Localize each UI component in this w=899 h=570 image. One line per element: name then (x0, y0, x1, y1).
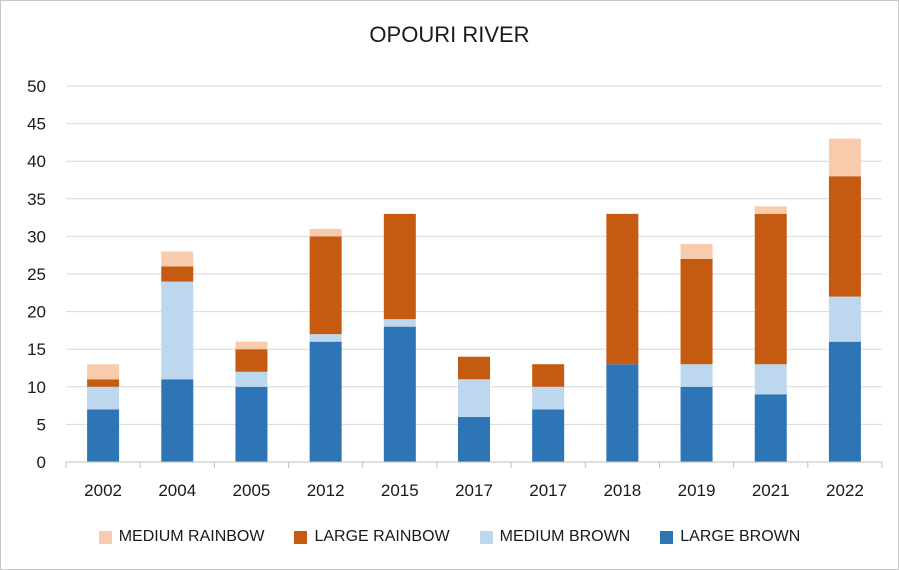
bar-segment-large-brown (532, 409, 565, 462)
bar-segment-medium-brown (828, 296, 861, 342)
x-tick-label: 2015 (381, 481, 419, 500)
y-tick-label: 5 (37, 415, 46, 434)
bar-segment-large-rainbow (235, 349, 268, 372)
bar-segment-medium-rainbow (87, 364, 120, 380)
bar-segment-large-rainbow (828, 176, 861, 297)
bar-segment-medium-brown (383, 319, 416, 327)
x-tick-label: 2018 (603, 481, 641, 500)
chart-legend: MEDIUM RAINBOW LARGE RAINBOW MEDIUM BROWN L… (0, 528, 899, 546)
legend-label: LARGE BROWN (680, 528, 801, 545)
y-tick-label: 10 (27, 378, 46, 397)
bar-segment-medium-brown (87, 386, 120, 410)
bar-segment-large-rainbow (754, 213, 787, 365)
bar-segment-medium-rainbow (680, 243, 713, 259)
bar-segment-medium-brown (458, 379, 490, 417)
y-tick-label: 20 (27, 303, 46, 322)
x-tick-label: 2004 (158, 481, 196, 500)
y-tick-label: 15 (27, 340, 46, 359)
y-axis-ticks: 0 5 10 15 20 25 30 35 40 45 50 (27, 77, 46, 472)
x-tick-label: 2021 (752, 481, 790, 500)
legend-item: LARGE BROWN (660, 528, 800, 546)
y-tick-label: 30 (27, 227, 46, 246)
bar-segment-large-brown (161, 379, 194, 462)
bars (87, 138, 861, 462)
bar-segment-medium-rainbow (161, 251, 194, 267)
x-axis-ticks: 2002 2004 2005 2012 2015 2017 2017 2018 2019 2021… (65, 462, 883, 500)
y-tick-label: 50 (27, 77, 46, 96)
bar-segment-medium-brown (161, 281, 194, 380)
legend-item: MEDIUM RAINBOW (98, 528, 265, 546)
y-tick-label: 45 (27, 115, 46, 134)
x-tick-label: 2017 (455, 481, 493, 500)
legend-item: LARGE RAINBOW (294, 528, 450, 546)
x-tick-label: 2002 (84, 481, 122, 500)
bar-segment-large-brown (87, 409, 120, 462)
legend-swatch (294, 530, 308, 544)
x-tick-label: 2019 (678, 481, 716, 500)
legend-label: LARGE RAINBOW (314, 528, 450, 545)
legend-item: MEDIUM BROWN (479, 528, 631, 546)
x-tick-label: 2017 (529, 481, 567, 500)
bar-segment-large-rainbow (458, 356, 490, 380)
bar-segment-large-rainbow (161, 266, 194, 282)
bar-segment-large-rainbow (606, 213, 639, 365)
bar-segment-medium-rainbow (235, 341, 268, 350)
legend-swatch (660, 530, 674, 544)
bar-segment-large-brown (458, 416, 490, 462)
bar-segment-large-rainbow (680, 258, 713, 365)
x-tick-label: 2012 (307, 481, 345, 500)
y-tick-label: 25 (27, 265, 46, 284)
bar-segment-large-rainbow (309, 236, 342, 335)
bar-segment-large-brown (754, 394, 787, 462)
gridlines (66, 85, 882, 425)
bar-segment-large-rainbow (532, 364, 565, 387)
chart-title: OPOURI RIVER (369, 22, 530, 47)
bar-segment-medium-brown (235, 371, 268, 387)
y-tick-label: 0 (37, 453, 46, 472)
legend-swatch (98, 530, 112, 544)
bar-segment-large-brown (828, 341, 861, 462)
y-tick-label: 35 (27, 190, 46, 209)
bar-segment-medium-brown (532, 386, 565, 410)
bar-segment-large-brown (235, 386, 268, 462)
bar-segment-medium-rainbow (828, 138, 861, 177)
bar-segment-large-rainbow (87, 379, 120, 387)
bar-segment-large-brown (383, 326, 416, 462)
legend-swatch (479, 530, 493, 544)
bar-segment-medium-brown (680, 364, 713, 387)
legend-label: MEDIUM RAINBOW (118, 528, 265, 545)
x-tick-label: 2022 (826, 481, 864, 500)
bar-segment-large-brown (309, 341, 342, 462)
bar-segment-large-brown (680, 386, 713, 462)
x-tick-label: 2005 (233, 481, 271, 500)
bar-segment-large-brown (606, 364, 639, 462)
bar-segment-medium-rainbow (309, 228, 342, 237)
bar-segment-medium-brown (309, 334, 342, 342)
y-tick-label: 40 (27, 152, 46, 171)
bar-segment-medium-rainbow (754, 206, 787, 214)
bar-segment-medium-brown (754, 364, 787, 395)
bar-segment-large-rainbow (383, 213, 416, 320)
legend-label: MEDIUM BROWN (499, 528, 631, 545)
